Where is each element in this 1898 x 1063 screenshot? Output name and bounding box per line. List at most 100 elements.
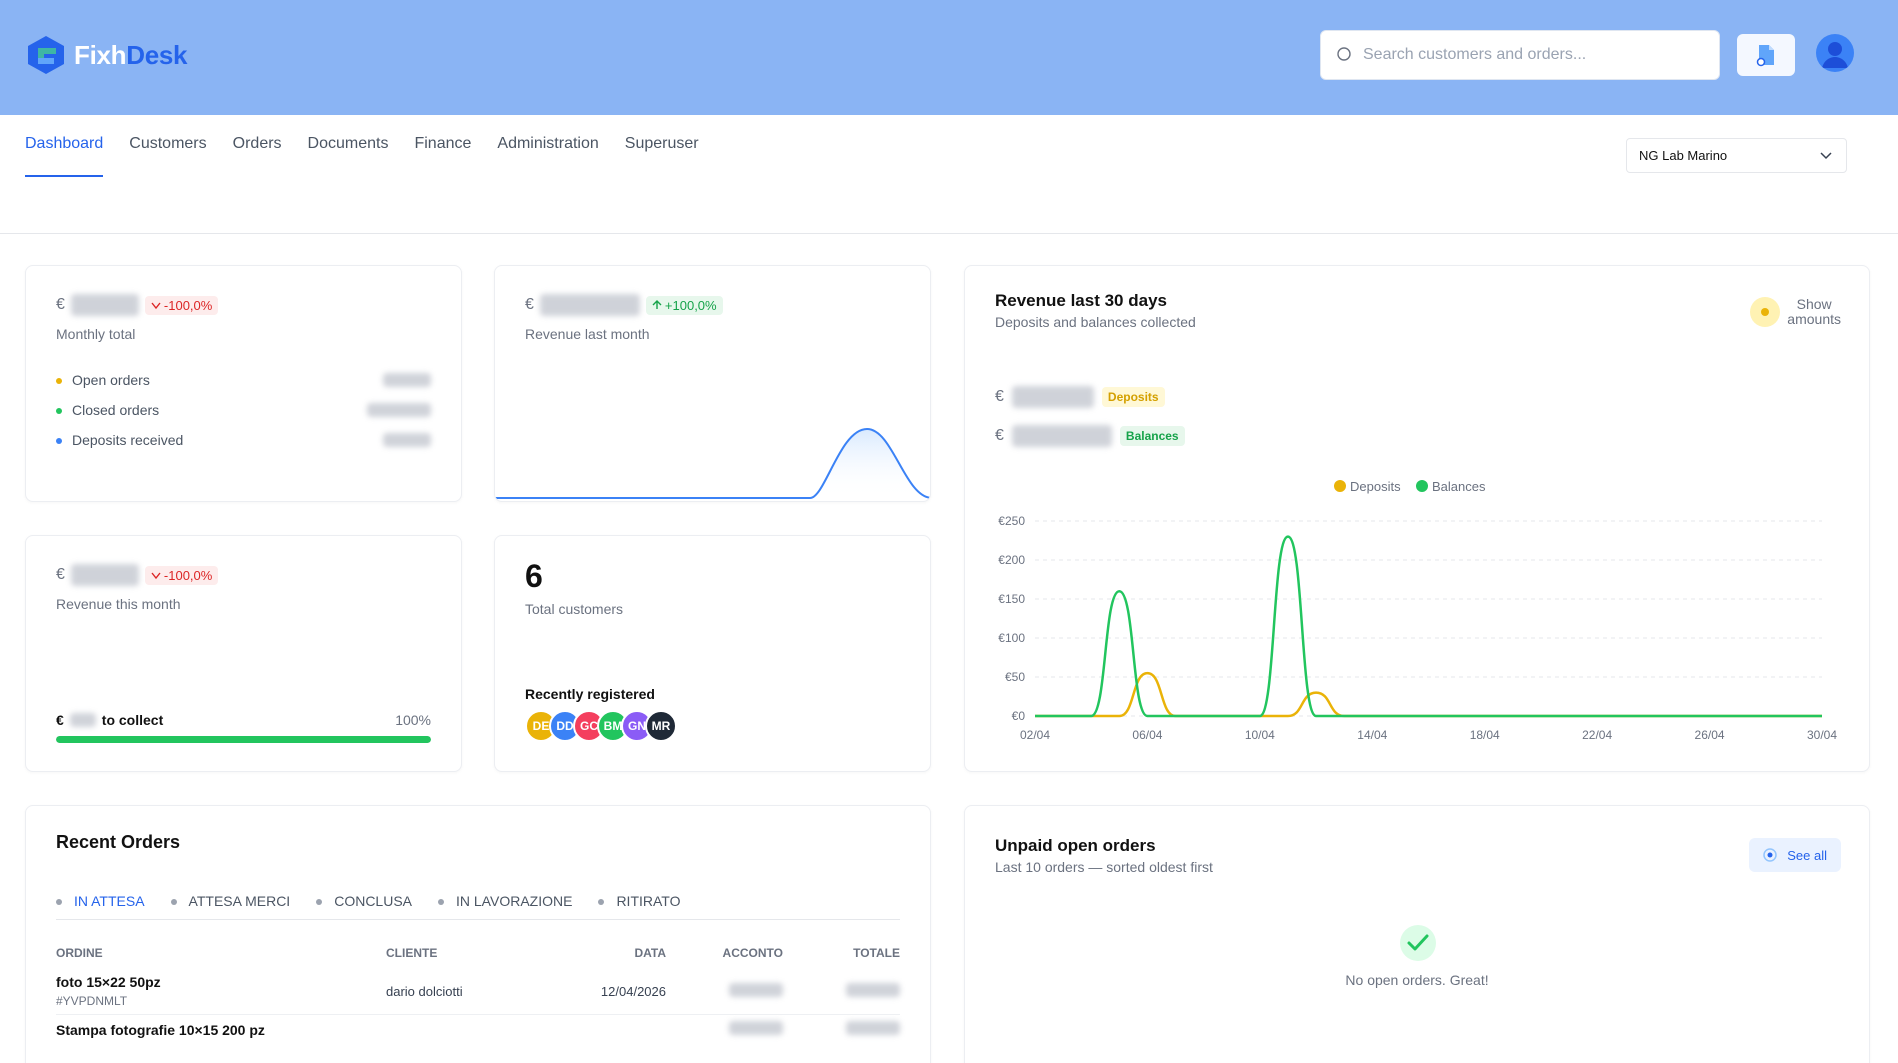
arrow-down-icon (151, 572, 161, 580)
table-row[interactable]: foto 15×22 50pz #YVPDNMLT dario dolciotti… (56, 968, 900, 1015)
revenue-last-month-card: € +100,0% Revenue last month (494, 265, 931, 502)
status-tab-label: RITIRATO (616, 893, 681, 909)
eye-toggle-icon (1750, 297, 1781, 327)
chevron-down-icon (1820, 151, 1832, 159)
revenue-this-month-label: Revenue this month (56, 596, 181, 612)
dot-icon (316, 899, 323, 906)
user-avatar-button[interactable] (1816, 34, 1854, 72)
y-tick-label: €0 (1012, 709, 1026, 723)
document-icon (1756, 45, 1774, 67)
search-box[interactable] (1320, 30, 1720, 80)
monthly-total-card: € -100,0% Monthly total Open orders Clos… (25, 265, 462, 502)
top-bar: FixhDesk (0, 0, 1898, 115)
status-tab-in-lavorazione[interactable]: IN LAVORAZIONE (438, 893, 572, 909)
recent-customers: Recently registered DE DD GC BM GN MR (525, 686, 677, 742)
status-tab-ritirato[interactable]: RITIRATO (598, 893, 680, 909)
monthly-total-legend: Open orders Closed orders Deposits recei… (56, 372, 431, 448)
revenue-30-days-card: Revenue last 30 days Deposits and balanc… (964, 265, 1870, 772)
see-all-button[interactable]: See all (1749, 838, 1841, 872)
column-header: DATA (634, 946, 666, 960)
change-badge: +100,0% (645, 295, 723, 315)
column-header: ORDINE (56, 946, 103, 960)
collect-amount: € to collect (56, 712, 163, 728)
tab-documents[interactable]: Documents (307, 135, 389, 152)
legend-row-deposits: Deposits received (56, 432, 431, 448)
legend-label: Deposits (1350, 479, 1401, 494)
recent-orders-card: Recent Orders IN ATTESA ATTESA MERCI CON… (25, 805, 931, 1063)
series-line-deposits (1034, 671, 1822, 718)
y-tick-label: €200 (998, 553, 1025, 567)
order-code: #YVPDNMLT (56, 994, 128, 1008)
tab-customers[interactable]: Customers (129, 135, 207, 152)
order-client: dario dolciotti (386, 983, 463, 999)
search-icon (1337, 47, 1351, 61)
header-divider (0, 233, 1898, 234)
tab-administration[interactable]: Administration (497, 135, 599, 152)
monthly-total-amount: € -100,0% (56, 294, 431, 316)
y-tick-label: €100 (998, 631, 1025, 645)
toggle-label-2: amounts (1787, 311, 1841, 327)
hidden-amount (729, 982, 783, 997)
tab-dashboard[interactable]: Dashboard (25, 135, 104, 177)
logo-text-left: Fixh (74, 39, 127, 70)
dot-icon (598, 899, 605, 906)
status-tab-conclusa[interactable]: CONCLUSA (316, 893, 412, 909)
currency-symbol: € (56, 296, 65, 313)
blue-dot-icon (56, 438, 62, 445)
arrow-down-icon (151, 302, 161, 310)
status-tab-attesa-merci[interactable]: ATTESA MERCI (170, 893, 290, 909)
show-amounts-toggle[interactable]: Show amounts (1749, 296, 1841, 328)
tab-superuser[interactable]: Superuser (624, 135, 699, 152)
table-row[interactable]: Stampa fotografie 10×15 200 pz (56, 1015, 900, 1045)
avatar-group: DE DD GC BM GN MR (525, 710, 677, 742)
empty-state-text: No open orders. Great! (1345, 972, 1489, 988)
legend-row-open: Open orders (56, 372, 431, 388)
order-name: Stampa fotografie 10×15 200 pz (56, 1021, 265, 1038)
column-header: ACCONTO (722, 946, 783, 960)
change-value: +100,0% (664, 297, 717, 313)
collect-label: to collect (101, 712, 164, 728)
legend-label: Balances (1432, 479, 1486, 494)
collect-row: € to collect 100% (56, 712, 431, 728)
tab-finance[interactable]: Finance (414, 135, 472, 152)
status-tab-in-attesa[interactable]: IN ATTESA (56, 893, 145, 909)
currency-symbol: € (56, 712, 64, 728)
progress-track (56, 736, 431, 743)
hidden-amount (846, 982, 900, 997)
hidden-amount (70, 564, 139, 586)
app-logo[interactable]: FixhDesk (26, 34, 188, 76)
balances-total: € Balances (995, 425, 1185, 447)
customers-count: 6 (525, 558, 543, 594)
orders-table: ORDINE CLIENTE DATA ACCONTO TOTALE foto … (56, 938, 900, 1044)
change-value: -100,0% (163, 297, 213, 313)
customers-label: Total customers (525, 601, 624, 617)
collect-progress: € to collect 100% (56, 712, 431, 743)
y-tick-label: €50 (1005, 670, 1025, 684)
hidden-amount (846, 1021, 900, 1035)
legend-marker (1416, 480, 1428, 492)
order-name: foto 15×22 50pz (56, 974, 161, 990)
monthly-total-label: Monthly total (56, 326, 136, 342)
deposits-total: € Deposits (995, 386, 1165, 408)
search-input[interactable] (1363, 46, 1693, 64)
eye-icon (1763, 848, 1777, 862)
y-tick-label: €150 (998, 592, 1025, 606)
revenue-chart: Deposits Balances €0 €50 €100 €150 €200 €250 02/… (998, 479, 1837, 742)
lab-select[interactable]: NG Lab Marino (1626, 138, 1847, 173)
table-header-row: ORDINE CLIENTE DATA ACCONTO TOTALE (56, 938, 900, 968)
documents-button[interactable] (1737, 34, 1795, 76)
tab-orders[interactable]: Orders (232, 135, 282, 152)
see-all-label: See all (1787, 847, 1827, 863)
currency-symbol: € (995, 388, 1004, 405)
user-icon (1822, 42, 1848, 68)
avatar[interactable]: MR (645, 710, 677, 742)
deposits-tag: Deposits (1101, 387, 1165, 407)
status-tab-label: IN ATTESA (74, 893, 145, 909)
main-nav: Dashboard Customers Orders Documents Fin… (25, 135, 699, 177)
order-client (386, 1015, 566, 1045)
revenue-this-month-amount: € -100,0% (56, 564, 431, 586)
revenue-this-month-card: € -100,0% Revenue this month € to collec… (25, 535, 462, 772)
x-tick-label: 22/04 (1582, 728, 1612, 742)
change-value: -100,0% (163, 567, 213, 583)
y-tick-label: €250 (998, 514, 1025, 528)
